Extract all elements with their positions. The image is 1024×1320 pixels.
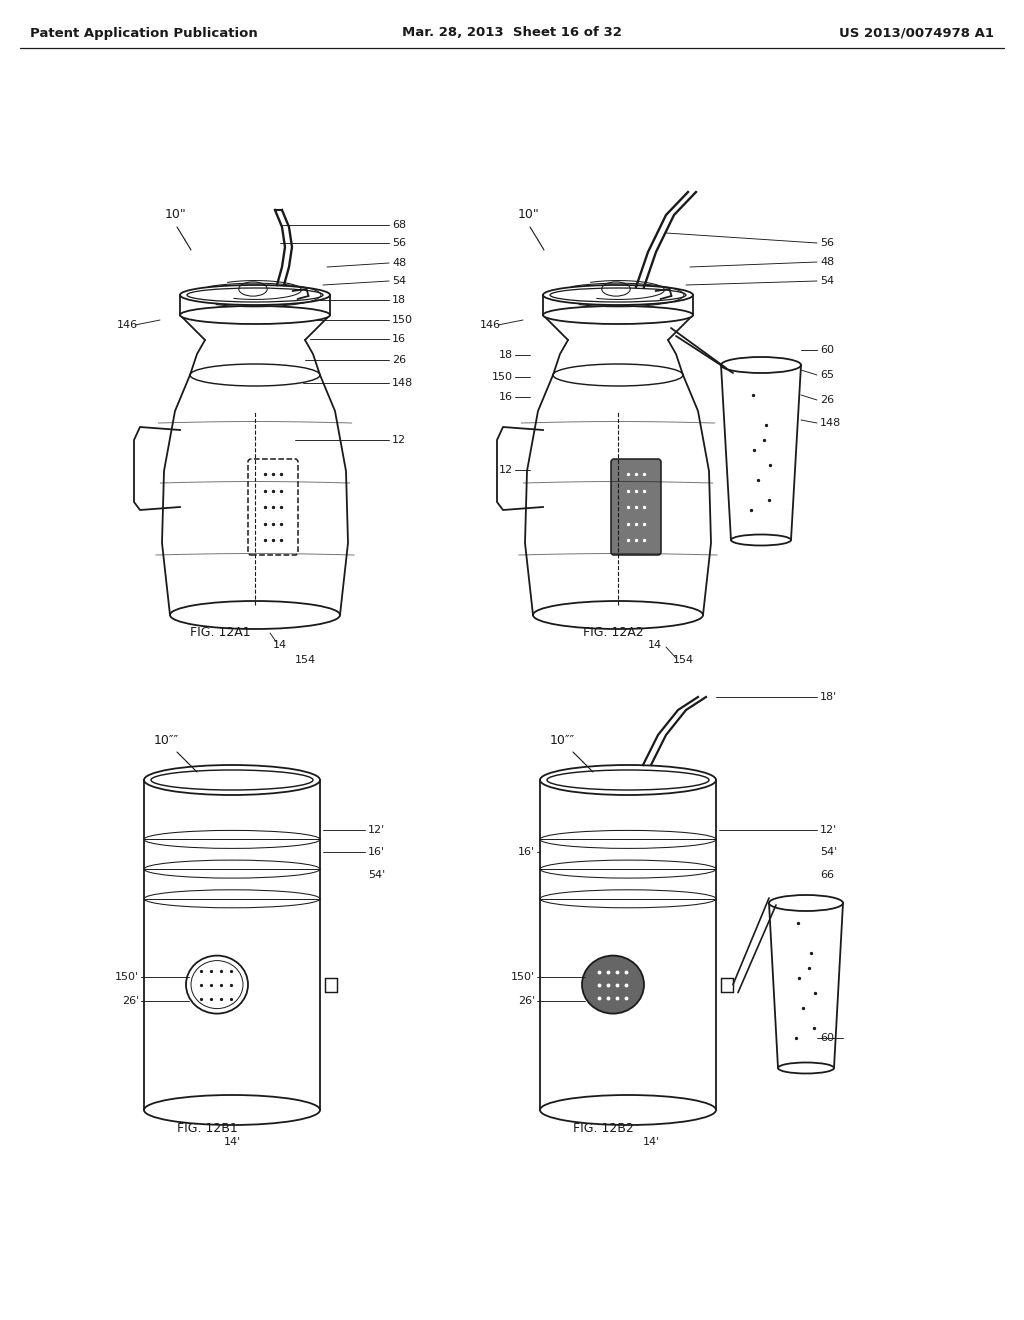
Text: 148: 148 [820, 418, 842, 428]
Text: 26': 26' [122, 995, 139, 1006]
Text: 10": 10" [165, 209, 186, 222]
Text: Mar. 28, 2013  Sheet 16 of 32: Mar. 28, 2013 Sheet 16 of 32 [402, 26, 622, 40]
FancyBboxPatch shape [611, 459, 662, 554]
Text: 154: 154 [673, 655, 694, 665]
Text: FIG. 12B2: FIG. 12B2 [573, 1122, 634, 1134]
Text: 10″″: 10″″ [154, 734, 179, 747]
Text: Patent Application Publication: Patent Application Publication [30, 26, 258, 40]
Ellipse shape [543, 306, 693, 323]
Ellipse shape [778, 1063, 834, 1073]
Text: 16': 16' [368, 847, 385, 857]
Text: 54': 54' [820, 847, 838, 857]
Ellipse shape [721, 356, 801, 374]
Text: 16: 16 [392, 334, 406, 345]
Text: 18: 18 [392, 294, 407, 305]
Text: 12: 12 [392, 436, 407, 445]
Text: 60: 60 [820, 1034, 834, 1043]
Ellipse shape [144, 766, 319, 795]
Text: FIG. 12B1: FIG. 12B1 [177, 1122, 238, 1134]
Text: 56: 56 [820, 238, 834, 248]
Text: 14: 14 [273, 640, 287, 649]
Ellipse shape [170, 601, 340, 630]
Ellipse shape [144, 1096, 319, 1125]
Ellipse shape [534, 601, 703, 630]
Ellipse shape [180, 285, 330, 305]
Text: 12': 12' [368, 825, 385, 836]
Text: 14': 14' [223, 1137, 241, 1147]
Text: 14': 14' [643, 1137, 660, 1147]
Text: 26': 26' [518, 995, 535, 1006]
Text: 65: 65 [820, 370, 834, 380]
Text: 150': 150' [511, 972, 535, 982]
Ellipse shape [731, 535, 791, 545]
Text: 56: 56 [392, 238, 406, 248]
Text: 10″″: 10″″ [550, 734, 575, 747]
Text: 12: 12 [499, 465, 513, 475]
Text: 18: 18 [499, 350, 513, 360]
FancyBboxPatch shape [721, 978, 733, 991]
Text: 14: 14 [648, 640, 663, 649]
Text: 148: 148 [392, 378, 414, 388]
Ellipse shape [769, 895, 843, 911]
Text: 26: 26 [820, 395, 835, 405]
Text: 150': 150' [115, 972, 139, 982]
Text: 146: 146 [117, 319, 138, 330]
FancyBboxPatch shape [325, 978, 337, 991]
Text: 10": 10" [518, 209, 540, 222]
Text: 54': 54' [368, 870, 385, 880]
Text: 26: 26 [392, 355, 407, 366]
Ellipse shape [180, 306, 330, 323]
Text: 54: 54 [820, 276, 835, 286]
Text: 48: 48 [820, 257, 835, 267]
Text: 150: 150 [392, 315, 413, 325]
Text: 12': 12' [820, 825, 838, 836]
Ellipse shape [540, 766, 716, 795]
Text: 66: 66 [820, 870, 834, 880]
Text: 48: 48 [392, 257, 407, 268]
Text: US 2013/0074978 A1: US 2013/0074978 A1 [839, 26, 994, 40]
Ellipse shape [582, 956, 644, 1014]
Text: FIG. 12A1: FIG. 12A1 [190, 627, 251, 639]
Text: 154: 154 [295, 655, 316, 665]
Text: FIG. 12A2: FIG. 12A2 [583, 627, 644, 639]
Text: 68: 68 [392, 220, 407, 230]
Text: 16': 16' [518, 847, 535, 857]
Text: 54: 54 [392, 276, 407, 286]
Text: 150: 150 [492, 372, 513, 381]
Text: 60: 60 [820, 345, 834, 355]
Text: 18': 18' [820, 692, 838, 702]
Text: 146: 146 [480, 319, 501, 330]
Text: 16: 16 [499, 392, 513, 403]
Ellipse shape [543, 285, 693, 305]
Ellipse shape [540, 1096, 716, 1125]
